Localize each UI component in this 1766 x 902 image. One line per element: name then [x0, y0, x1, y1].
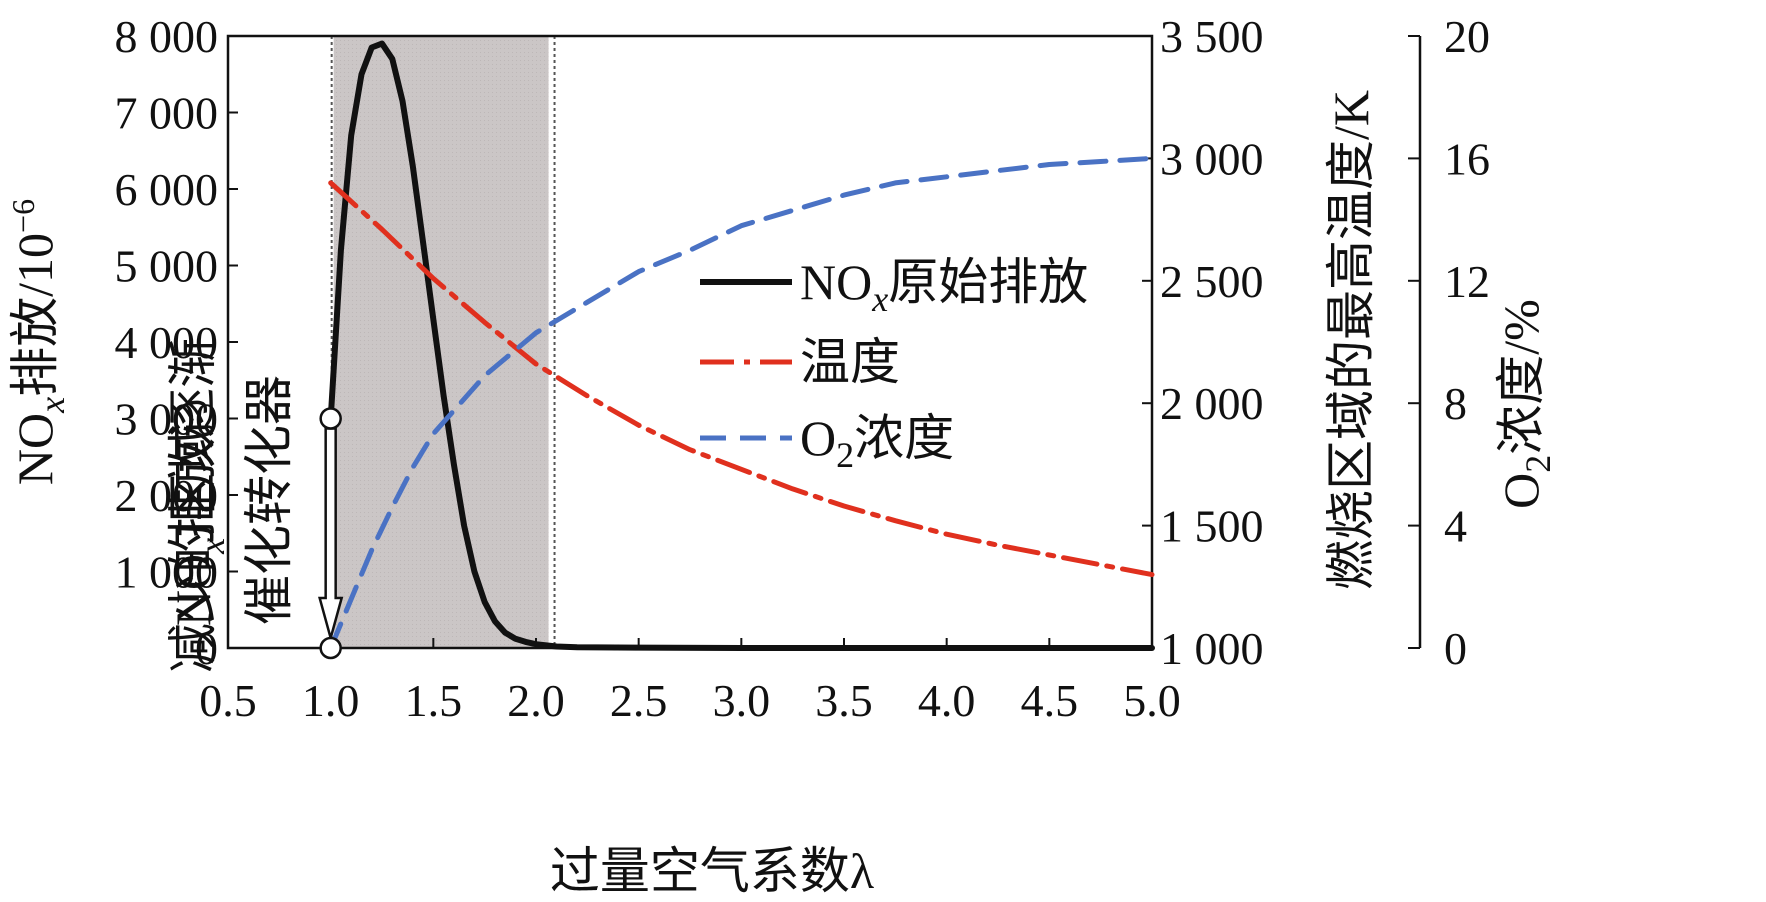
y-right1-tick-label: 1 500: [1160, 501, 1264, 552]
y-left-tick-label: 4 000: [115, 317, 219, 368]
y-left-tick-label: 5 000: [115, 241, 219, 292]
y-right1-axis-title: 燃烧区域的最高温度/K: [1323, 90, 1379, 590]
y-right2-tick-label: 20: [1444, 11, 1490, 62]
x-tick-label: 4.5: [1021, 675, 1079, 726]
shaded-region-label-line2: 减少的区域: [165, 423, 221, 673]
series-line-0: [327, 40, 1155, 651]
x-tick-label: 0.5: [199, 675, 257, 726]
y-left-axis-title: NOx排放/10−6: [5, 199, 72, 485]
catalytic-converter-label: 催化转化器: [241, 375, 297, 625]
shaded-region: [333, 36, 549, 648]
shaded-region-label-line1: NOx排放逐渐: [165, 338, 232, 626]
y-left-tick-label: 3 000: [115, 394, 219, 445]
x-tick-label: 2.5: [610, 675, 668, 726]
legend-label-o2: O2浓度: [800, 410, 954, 475]
y-left-tick-label: 0: [195, 623, 218, 674]
y-left-tick-label: 7 000: [115, 88, 219, 139]
y-left-axis-ticks: 0 1 000 2 000 3 000 4 000 5 000 6 000 7 000 8 00…: [115, 11, 238, 674]
x-axis-title: 过量空气系数λ: [550, 843, 874, 899]
catalytic-converter-arrow: [318, 427, 344, 643]
y-right2-tick-label: 0: [1444, 623, 1467, 674]
y-left-tick-label: 6 000: [115, 164, 219, 215]
y-right1-tick-label: 1 000: [1160, 623, 1264, 674]
y-left-tick-label: 1 000: [115, 547, 219, 598]
arrow-end-circle: [319, 636, 342, 660]
x-tick-label: 4.0: [918, 675, 976, 726]
y-right2-axis-title: O2浓度/%: [1493, 299, 1558, 509]
y-right2-tick-label: 12: [1444, 256, 1490, 307]
y-right2-tick-label: 4: [1444, 501, 1467, 552]
x-axis-ticks: 0.5 1.0 1.5 2.0 2.5 3.0 3.5 4.0 4.5 5.0: [199, 638, 1181, 726]
y-right2-tick-label: 8: [1444, 378, 1467, 429]
y-left-tick-label: 8 000: [115, 11, 219, 62]
shaded-region-label: NOx排放逐渐 减少的区域: [165, 338, 232, 673]
y-right1-tick-label: 3 000: [1160, 133, 1264, 184]
y-right1-axis-ticks: 1 000 1 500 2 000 2 500 3 000 3 500: [1142, 11, 1264, 674]
legend: NOx原始排放 温度 O2浓度: [700, 254, 1088, 475]
y-right2-tick-label: 16: [1444, 133, 1490, 184]
x-tick-label: 5.0: [1123, 675, 1181, 726]
catalytic-converter-annotation: 催化转化器: [241, 375, 344, 660]
x-tick-label: 3.5: [815, 675, 873, 726]
y-right2-axis: 0 4 8 12 16 20: [1408, 11, 1490, 674]
y-right1-tick-label: 2 500: [1160, 256, 1264, 307]
y-left-tick-label: 2 000: [115, 470, 219, 521]
series-line-2: [328, 155, 1155, 651]
y-right1-tick-label: 2 000: [1160, 378, 1264, 429]
series-line-1: [328, 180, 1155, 578]
arrow-start-circle: [319, 407, 342, 430]
x-tick-label: 1.5: [405, 675, 463, 726]
x-tick-label: 3.0: [713, 675, 771, 726]
legend-label-nox: NOx原始排放: [800, 254, 1088, 319]
legend-label-temperature: 温度: [800, 334, 900, 390]
x-tick-label: 2.0: [507, 675, 565, 726]
y-right1-tick-label: 3 500: [1160, 11, 1264, 62]
series-layer: [327, 40, 1155, 651]
x-tick-label: 1.0: [302, 675, 360, 726]
